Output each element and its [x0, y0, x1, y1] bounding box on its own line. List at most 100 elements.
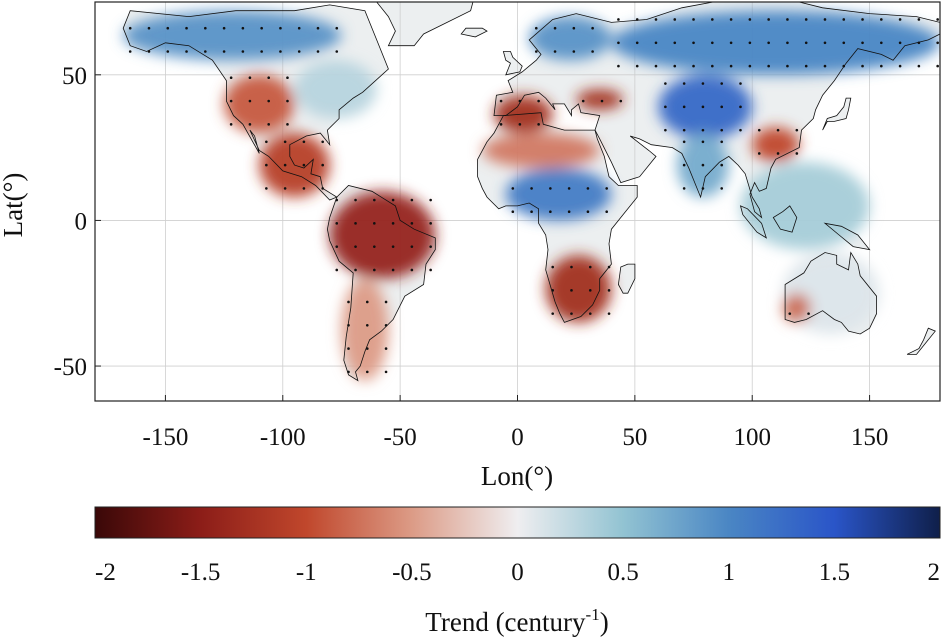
significance-dot [804, 41, 808, 45]
colorbar-label: Trend (century-1) [425, 605, 608, 637]
significance-dot [373, 245, 376, 248]
significance-dot [588, 312, 592, 315]
significance-dot [842, 18, 846, 21]
trend-region [752, 127, 800, 163]
significance-dot [572, 50, 576, 53]
significance-dot [936, 64, 939, 68]
coastline-sumatra [739, 205, 768, 239]
coastline-borneo [772, 205, 798, 233]
significance-dot [567, 210, 571, 213]
significance-dot [316, 50, 320, 53]
significance-dot [410, 245, 414, 248]
y-tick-label: 0 [75, 208, 88, 235]
significance-dot [267, 76, 270, 80]
significance-dot [757, 152, 761, 155]
significance-dot [265, 140, 268, 144]
x-tick-label: -50 [383, 424, 416, 451]
significance-dot [898, 18, 902, 21]
significance-dot [267, 123, 270, 126]
colorbar-tick-label: 2 [928, 559, 941, 586]
significance-dot [607, 265, 611, 269]
significance-dot [297, 26, 301, 30]
significance-dot [701, 140, 705, 144]
significance-dot [767, 41, 770, 45]
significance-dot [347, 323, 350, 327]
x-tick-label: -150 [143, 424, 189, 451]
significance-dot [591, 50, 594, 53]
significance-dot [861, 18, 864, 21]
significance-dot [384, 323, 388, 327]
x-tick-label: -100 [260, 424, 306, 451]
significance-dot [936, 41, 939, 45]
trend-region [294, 60, 377, 119]
significance-dot [804, 18, 808, 21]
significance-dot [553, 26, 557, 30]
significance-dot [166, 26, 170, 30]
significance-dot [147, 26, 151, 30]
significance-dot [551, 289, 555, 292]
significance-dot [673, 41, 677, 45]
trend-region [224, 74, 295, 134]
trend-region [482, 133, 600, 169]
significance-dot [391, 245, 395, 248]
significance-dot [286, 99, 289, 103]
significance-dot [682, 163, 686, 167]
significance-dot [391, 198, 395, 202]
significance-dot [776, 152, 780, 155]
trend-region [576, 89, 624, 110]
significance-dot [204, 50, 207, 53]
significance-dot [286, 123, 289, 126]
significance-dot [354, 222, 357, 225]
gridlines [95, 2, 940, 401]
significance-dot [664, 128, 667, 132]
significance-dot [347, 370, 350, 374]
significance-dot [347, 300, 350, 304]
coastline-africa [477, 112, 638, 323]
coastline-iceland [460, 27, 488, 38]
coastline-great-britain [502, 51, 523, 76]
significance-dot [570, 312, 573, 315]
significance-dot [567, 187, 571, 190]
significance-dot [335, 268, 339, 272]
coastline-eurasia [493, 2, 940, 219]
significance-dot [823, 41, 827, 45]
significance-dot [861, 64, 864, 68]
significance-dot [384, 300, 388, 304]
significance-dot [701, 128, 705, 132]
significance-dot [229, 99, 233, 103]
significance-dot [600, 99, 604, 103]
colorbar-label-main: Trend (century [425, 607, 586, 637]
map-plot-area: -150 -100 -50 0 50 100 150 -50 0 50 [54, 1, 941, 451]
significance-dot [786, 64, 789, 68]
significance-dot [297, 50, 301, 53]
significance-dot [617, 64, 620, 68]
significance-dot [499, 99, 503, 103]
significance-dot [229, 76, 233, 80]
y-tick-label: -50 [54, 354, 87, 381]
significance-dot [586, 187, 590, 190]
significance-dot [786, 41, 789, 45]
significance-dot [429, 268, 432, 272]
significance-dot [365, 323, 369, 327]
significance-dot [795, 152, 799, 155]
significance-dot [265, 187, 268, 190]
significance-dot [302, 140, 306, 144]
significance-dot [711, 64, 714, 68]
significance-dot [248, 76, 252, 80]
significance-dot [673, 64, 677, 68]
significance-dot [880, 18, 883, 21]
significance-dot [283, 187, 287, 190]
significance-dot [570, 265, 573, 269]
significance-dot [795, 128, 799, 132]
significance-dot [537, 123, 540, 126]
significance-dot [588, 289, 592, 292]
significance-dot [701, 82, 705, 85]
significance-dot [748, 18, 752, 21]
significance-dot [384, 370, 388, 374]
significance-dot [410, 198, 414, 202]
colorbar-tick-label: 0.5 [608, 559, 639, 586]
significance-dot [373, 268, 376, 272]
significance-dot [664, 82, 667, 85]
significance-dot [701, 163, 705, 167]
colorbar-label-close: ) [600, 607, 609, 637]
